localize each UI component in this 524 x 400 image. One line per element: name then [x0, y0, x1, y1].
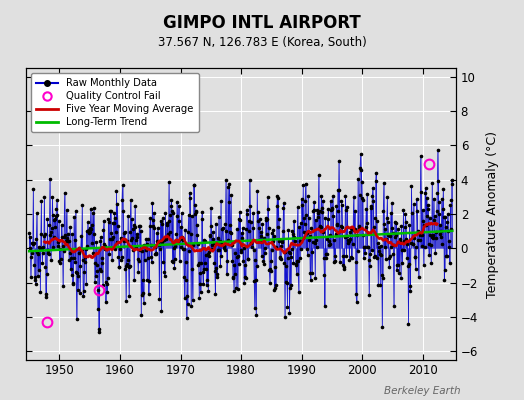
Y-axis label: Temperature Anomaly (°C): Temperature Anomaly (°C): [486, 130, 499, 298]
Text: Berkeley Earth: Berkeley Earth: [385, 386, 461, 396]
Text: 37.567 N, 126.783 E (Korea, South): 37.567 N, 126.783 E (Korea, South): [158, 36, 366, 49]
Text: GIMPO INTL AIRPORT: GIMPO INTL AIRPORT: [163, 14, 361, 32]
Legend: Raw Monthly Data, Quality Control Fail, Five Year Moving Average, Long-Term Tren: Raw Monthly Data, Quality Control Fail, …: [31, 73, 199, 132]
